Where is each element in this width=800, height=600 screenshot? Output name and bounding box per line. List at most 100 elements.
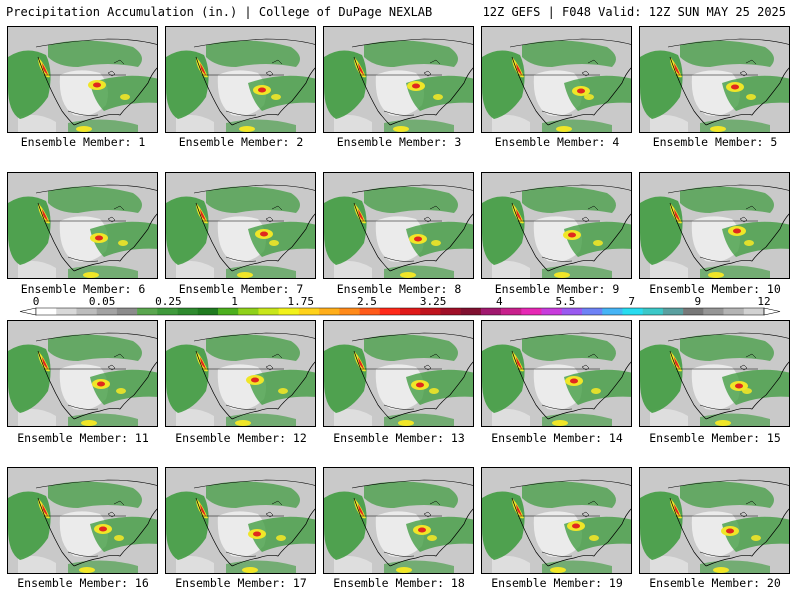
colorbar-swatch bbox=[602, 308, 623, 315]
member-caption: Ensemble Member: 10 bbox=[649, 282, 781, 296]
member-caption: Ensemble Member: 17 bbox=[175, 576, 307, 590]
ensemble-map-panel bbox=[165, 320, 316, 427]
title-right: 12Z GEFS | F048 Valid: 12Z SUN MAY 25 20… bbox=[482, 5, 786, 19]
ensemble-map-panel bbox=[481, 172, 632, 279]
colorbar-swatch bbox=[622, 308, 643, 315]
colorbar-swatch bbox=[116, 308, 138, 315]
colorbar-tick-label: 2.5 bbox=[357, 296, 377, 308]
colorbar-tick-label: 5.5 bbox=[556, 296, 576, 308]
colorbar-right-arrow bbox=[763, 307, 781, 316]
member-caption: Ensemble Member: 14 bbox=[491, 431, 623, 445]
colorbar-swatch bbox=[723, 308, 745, 315]
precip-map bbox=[324, 321, 473, 426]
precip-map bbox=[166, 173, 315, 278]
precip-map bbox=[640, 468, 789, 573]
ensemble-map-panel bbox=[323, 172, 474, 279]
precip-map bbox=[8, 173, 157, 278]
colorbar-swatch bbox=[541, 308, 563, 315]
colorbar-swatch bbox=[359, 308, 381, 315]
ensemble-map-panel bbox=[639, 26, 790, 133]
ensemble-map-panel bbox=[481, 26, 632, 133]
colorbar-swatch bbox=[339, 308, 360, 315]
colorbar-swatch bbox=[197, 308, 219, 315]
member-caption: Ensemble Member: 5 bbox=[652, 135, 778, 149]
colorbar-tick-label: 0.05 bbox=[89, 296, 116, 308]
colorbar-swatch bbox=[642, 308, 664, 315]
precip-map bbox=[324, 468, 473, 573]
ensemble-map-panel bbox=[481, 467, 632, 574]
colorbar-swatch bbox=[137, 308, 158, 315]
colorbar-tick-label: 3.25 bbox=[420, 296, 447, 308]
title-left: Precipitation Accumulation (in.) | Colle… bbox=[6, 5, 433, 19]
colorbar-swatch bbox=[561, 308, 583, 315]
precip-map bbox=[166, 468, 315, 573]
ensemble-map-panel bbox=[165, 172, 316, 279]
colorbar-swatch bbox=[400, 308, 421, 315]
colorbar-swatch bbox=[440, 308, 461, 315]
precip-map bbox=[8, 321, 157, 426]
ensemble-map-panel bbox=[481, 320, 632, 427]
precip-map bbox=[482, 468, 631, 573]
colorbar-swatch bbox=[177, 308, 199, 315]
colorbar-swatch bbox=[96, 308, 118, 315]
colorbar-swatch bbox=[703, 308, 724, 315]
precip-map bbox=[166, 27, 315, 132]
precip-map bbox=[482, 27, 631, 132]
member-caption: Ensemble Member: 7 bbox=[178, 282, 304, 296]
member-caption: Ensemble Member: 13 bbox=[333, 431, 465, 445]
member-caption: Ensemble Member: 3 bbox=[336, 135, 462, 149]
ensemble-map-panel bbox=[639, 172, 790, 279]
colorbar-swatch bbox=[460, 308, 482, 315]
member-caption: Ensemble Member: 18 bbox=[333, 576, 465, 590]
colorbar-swatch bbox=[157, 308, 178, 315]
colorbar-tick-label: 7 bbox=[628, 296, 635, 308]
colorbar-swatch bbox=[218, 308, 239, 315]
member-caption: Ensemble Member: 9 bbox=[494, 282, 620, 296]
colorbar-tick-label: 1 bbox=[231, 296, 238, 308]
colorbar-swatch bbox=[662, 308, 684, 315]
ensemble-map-panel bbox=[7, 320, 158, 427]
precip-map bbox=[324, 173, 473, 278]
member-caption: Ensemble Member: 4 bbox=[494, 135, 620, 149]
member-caption: Ensemble Member: 16 bbox=[17, 576, 149, 590]
colorbar-swatch bbox=[258, 308, 279, 315]
ensemble-map-panel bbox=[7, 26, 158, 133]
precip-map bbox=[324, 27, 473, 132]
ensemble-map-panel bbox=[323, 320, 474, 427]
colorbar-left-arrow bbox=[19, 307, 37, 316]
member-caption: Ensemble Member: 19 bbox=[491, 576, 623, 590]
member-caption: Ensemble Member: 11 bbox=[17, 431, 149, 445]
ensemble-map-panel bbox=[323, 26, 474, 133]
precip-map bbox=[640, 173, 789, 278]
colorbar-swatch bbox=[521, 308, 542, 315]
colorbar-tick-label: 12 bbox=[757, 296, 770, 308]
precip-map bbox=[8, 468, 157, 573]
colorbar-swatch bbox=[480, 308, 502, 315]
precip-map bbox=[8, 27, 157, 132]
precip-map bbox=[640, 27, 789, 132]
member-caption: Ensemble Member: 2 bbox=[178, 135, 304, 149]
precip-map bbox=[166, 321, 315, 426]
colorbar-swatch bbox=[298, 308, 320, 315]
precip-map bbox=[482, 173, 631, 278]
ensemble-map-panel bbox=[7, 172, 158, 279]
colorbar-tick-label: 9 bbox=[695, 296, 702, 308]
member-caption: Ensemble Member: 20 bbox=[649, 576, 781, 590]
colorbar-swatch bbox=[238, 308, 259, 315]
colorbar-swatch bbox=[420, 308, 441, 315]
member-caption: Ensemble Member: 15 bbox=[649, 431, 781, 445]
ensemble-map-panel bbox=[165, 26, 316, 133]
member-caption: Ensemble Member: 8 bbox=[336, 282, 462, 296]
colorbar-swatch bbox=[683, 308, 704, 315]
colorbar-swatch bbox=[379, 308, 401, 315]
colorbar-swatch bbox=[278, 308, 300, 315]
colorbar-tick-label: 0.25 bbox=[155, 296, 182, 308]
ensemble-map-panel bbox=[7, 467, 158, 574]
precipitation-colorbar: 0 0.05 0.25 1 1.75 2.5 3.25 4 5.5 7 9 12 bbox=[19, 296, 781, 316]
member-caption: Ensemble Member: 1 bbox=[20, 135, 146, 149]
colorbar-tick-label: 1.75 bbox=[287, 296, 314, 308]
precip-map bbox=[640, 321, 789, 426]
precip-map bbox=[482, 321, 631, 426]
ensemble-map-panel bbox=[165, 467, 316, 574]
member-caption: Ensemble Member: 12 bbox=[175, 431, 307, 445]
